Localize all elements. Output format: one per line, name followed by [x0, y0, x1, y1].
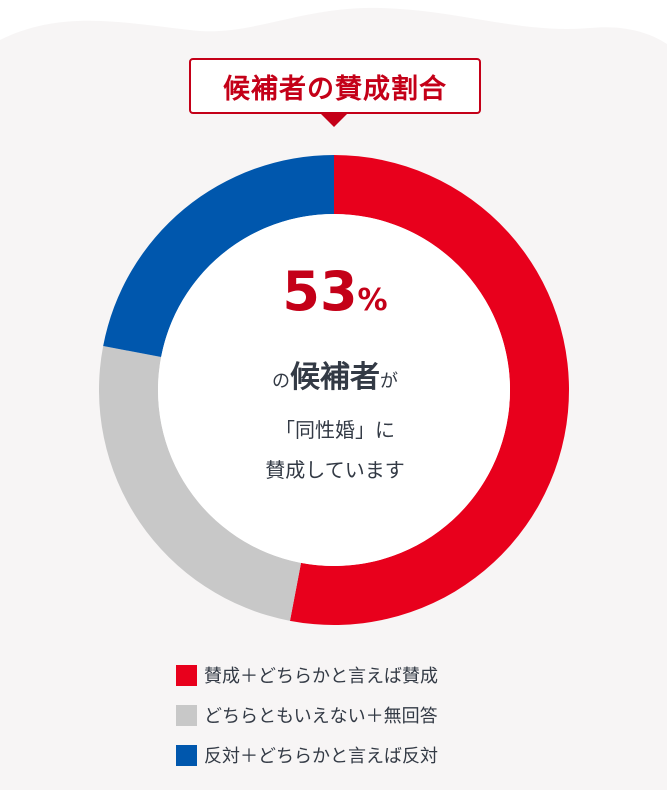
- legend-swatch-2: [176, 704, 197, 726]
- legend-label-1: 賛成＋どちらかと言えば賛成: [204, 666, 438, 687]
- center-percentage-sign: %: [357, 283, 388, 318]
- center-caption-line3: 賛成しています: [265, 458, 405, 482]
- donut-hole: [158, 214, 510, 566]
- chart-legend: 賛成＋どちらかと言えば賛成 どちらともいえない＋無回答 反対＋どちらかと言えば反対: [176, 655, 438, 775]
- legend-swatch-3: [176, 744, 197, 766]
- center-percentage: 53%: [235, 262, 435, 331]
- legend-item-1: 賛成＋どちらかと言えば賛成: [176, 655, 438, 695]
- legend-swatch-1: [176, 664, 197, 686]
- center-caption-line2: 「同性婚」に: [275, 418, 395, 442]
- legend-label-2: どちらともいえない＋無回答: [204, 706, 438, 727]
- center-caption-prefix: の: [272, 371, 290, 392]
- donut-slice-1: [289, 155, 570, 626]
- donut-slice-2: [99, 345, 302, 621]
- center-caption-line1: の候補者が: [185, 356, 485, 404]
- center-caption-suffix: が: [380, 371, 398, 392]
- donut-slice-3: [103, 155, 334, 358]
- center-caption-main: 候補者: [290, 360, 380, 395]
- center-percentage-value: 53: [282, 260, 358, 323]
- legend-label-3: 反対＋どちらかと言えば反対: [204, 746, 438, 767]
- title-pointer-arrow: [320, 113, 348, 127]
- legend-item-3: 反対＋どちらかと言えば反対: [176, 735, 438, 775]
- chart-title-text: 候補者の賛成割合: [223, 73, 447, 105]
- legend-item-2: どちらともいえない＋無回答: [176, 695, 438, 735]
